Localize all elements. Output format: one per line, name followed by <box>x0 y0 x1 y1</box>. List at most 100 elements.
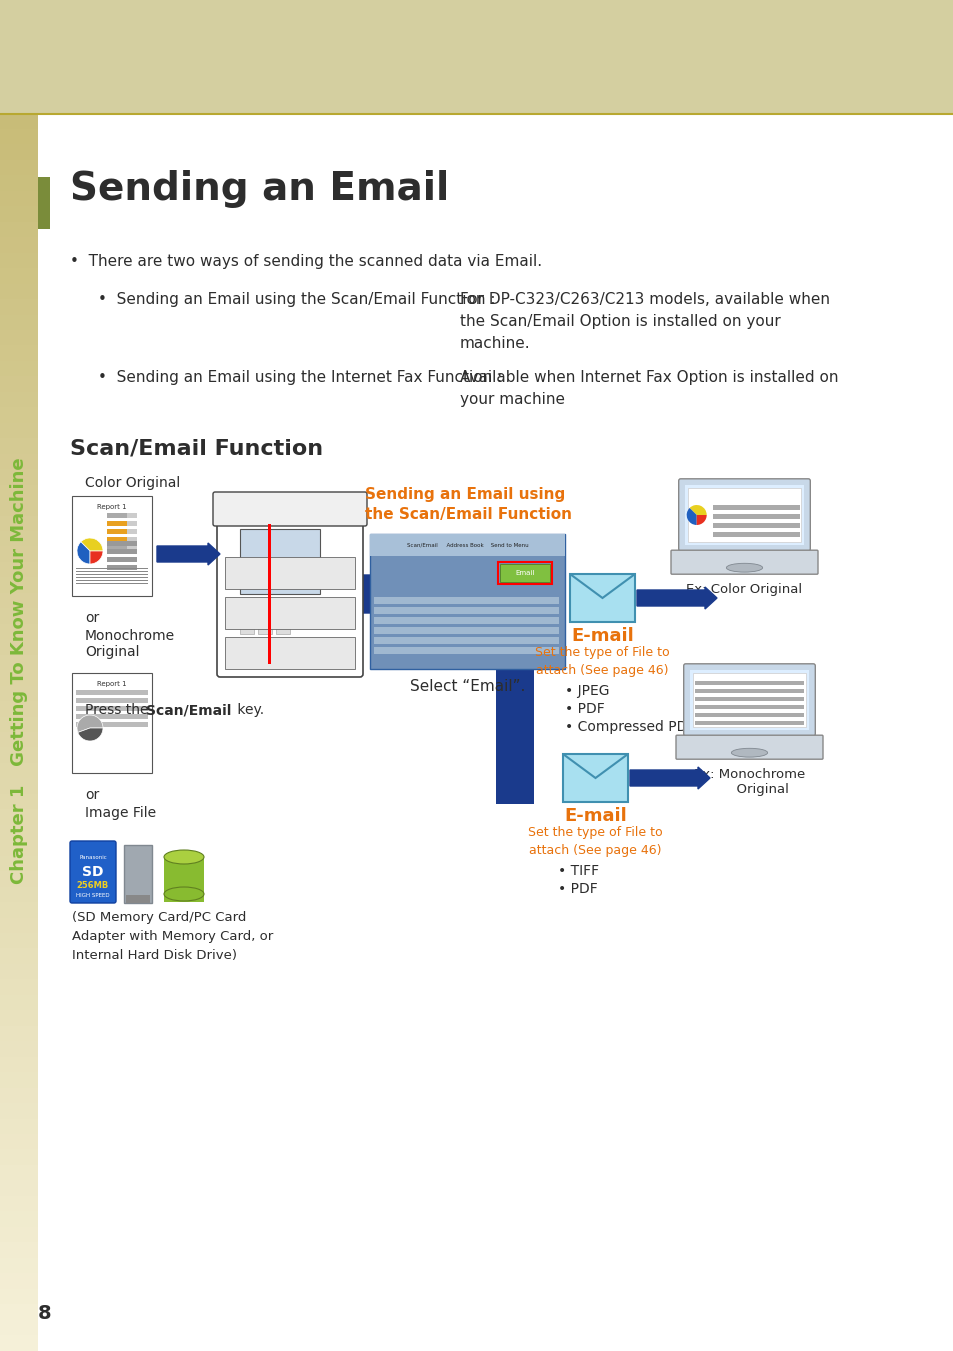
FancyBboxPatch shape <box>683 663 815 736</box>
Bar <box>374 638 558 644</box>
Bar <box>0 685 38 701</box>
Bar <box>0 840 38 857</box>
Bar <box>0 562 38 578</box>
Text: (SD Memory Card/PC Card
Adapter with Memory Card, or
Internal Hard Disk Drive): (SD Memory Card/PC Card Adapter with Mem… <box>71 911 273 962</box>
Bar <box>0 1104 38 1119</box>
Bar <box>0 1150 38 1166</box>
Text: •  Sending an Email using the Internet Fax Function :: • Sending an Email using the Internet Fa… <box>98 370 501 385</box>
Bar <box>107 513 127 517</box>
Bar <box>0 1273 38 1289</box>
Wedge shape <box>81 538 103 551</box>
Bar <box>694 689 803 693</box>
Bar <box>0 1011 38 1027</box>
Bar <box>0 1289 38 1305</box>
Wedge shape <box>90 551 103 563</box>
FancyBboxPatch shape <box>216 511 363 677</box>
Text: Chapter 1   Getting To Know Your Machine: Chapter 1 Getting To Know Your Machine <box>10 458 28 885</box>
Bar <box>0 253 38 269</box>
Bar <box>0 284 38 300</box>
Bar <box>496 630 534 804</box>
Text: Ex: Color Original: Ex: Color Original <box>686 584 801 596</box>
Bar <box>76 582 148 584</box>
Text: •  There are two ways of sending the scanned data via Email.: • There are two ways of sending the scan… <box>70 254 541 269</box>
Bar <box>694 721 803 725</box>
Bar <box>0 222 38 238</box>
Bar <box>684 485 803 544</box>
Bar <box>0 670 38 686</box>
Bar <box>0 1042 38 1058</box>
Bar <box>0 855 38 871</box>
Text: Sending an Email using
the Scan/Email Function: Sending an Email using the Scan/Email Fu… <box>365 488 572 521</box>
Text: E-mail: E-mail <box>571 627 633 644</box>
Bar <box>71 496 152 596</box>
Bar <box>38 177 50 230</box>
Bar <box>107 513 137 517</box>
Bar <box>0 979 38 996</box>
Bar <box>0 1227 38 1243</box>
Bar <box>0 1320 38 1336</box>
Bar <box>0 531 38 547</box>
Bar <box>499 563 550 582</box>
Bar <box>0 438 38 454</box>
Bar <box>0 113 38 130</box>
Bar <box>0 701 38 717</box>
Bar <box>497 562 552 584</box>
Text: • JPEG: • JPEG <box>564 684 609 698</box>
Bar <box>0 1088 38 1104</box>
Bar <box>0 994 38 1011</box>
Bar <box>257 624 272 634</box>
Bar <box>0 176 38 192</box>
Bar <box>0 516 38 531</box>
Bar <box>107 530 137 534</box>
Bar <box>0 454 38 470</box>
Text: Email: Email <box>515 570 534 576</box>
Wedge shape <box>77 715 103 732</box>
Text: Press the: Press the <box>85 703 152 717</box>
Text: 8: 8 <box>38 1304 51 1323</box>
FancyArrow shape <box>230 569 555 619</box>
Text: Set the type of File to
attach (See page 46): Set the type of File to attach (See page… <box>528 825 662 857</box>
Bar <box>0 377 38 392</box>
FancyBboxPatch shape <box>676 735 822 759</box>
Bar <box>107 544 137 550</box>
Bar <box>0 608 38 624</box>
Bar <box>76 577 148 578</box>
Bar <box>0 593 38 609</box>
Bar <box>374 607 558 613</box>
Text: or: or <box>85 611 99 626</box>
Text: Scan/Email     Address Book    Send to Menu: Scan/Email Address Book Send to Menu <box>406 543 528 547</box>
FancyArrow shape <box>637 586 717 609</box>
FancyArrow shape <box>629 767 709 789</box>
Text: •  Sending an Email using the Scan/Email Function :: • Sending an Email using the Scan/Email … <box>98 292 495 307</box>
Wedge shape <box>689 505 706 515</box>
Bar <box>374 597 558 604</box>
Bar <box>370 534 564 669</box>
Text: Select “Email”.: Select “Email”. <box>410 680 525 694</box>
Bar <box>257 639 272 648</box>
Text: Report 1: Report 1 <box>97 504 127 509</box>
FancyBboxPatch shape <box>70 842 116 902</box>
Ellipse shape <box>731 748 767 757</box>
Bar <box>0 778 38 794</box>
Text: Image File: Image File <box>85 807 156 820</box>
Text: For DP-C323/C263/C213 models, available when
the Scan/Email Option is installed : For DP-C323/C263/C213 models, available … <box>459 292 829 351</box>
Bar <box>0 1119 38 1135</box>
Bar <box>225 638 355 669</box>
Text: E-mail: E-mail <box>563 807 626 825</box>
Text: or: or <box>85 788 99 802</box>
Text: Panasonic: Panasonic <box>79 855 107 861</box>
Bar <box>0 655 38 670</box>
Text: SD: SD <box>82 865 104 880</box>
Bar <box>240 624 253 634</box>
Text: HIGH SPEED: HIGH SPEED <box>76 893 110 898</box>
Bar <box>0 763 38 780</box>
Bar <box>275 609 290 619</box>
Bar <box>569 574 635 621</box>
Bar <box>240 639 253 648</box>
Bar <box>0 267 38 284</box>
Bar <box>107 540 137 546</box>
Ellipse shape <box>164 850 204 865</box>
Text: Monochrome: Monochrome <box>85 630 175 643</box>
Bar <box>0 330 38 346</box>
Bar <box>76 570 148 571</box>
